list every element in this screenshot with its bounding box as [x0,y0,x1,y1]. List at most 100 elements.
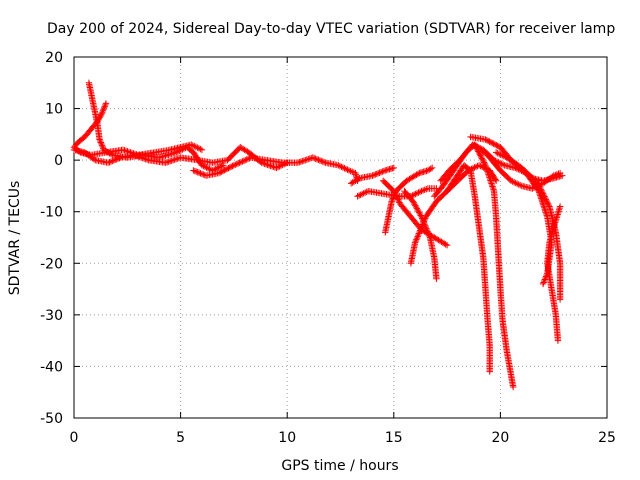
data-point [485,172,493,180]
data-point [492,177,500,184]
data-point [426,232,433,240]
data-point [483,137,491,144]
x-tick-label: 5 [176,430,185,446]
data-point [162,159,169,166]
series-arc-17 [492,149,555,288]
data-point [195,169,203,176]
data-point [225,164,232,172]
data-point [442,241,449,248]
data-point [203,164,210,171]
data-point [230,162,238,169]
data-point [411,239,419,246]
data-point [234,160,242,167]
data-point [411,201,418,208]
y-tick-label: -10 [40,205,63,221]
data-point [215,169,223,177]
series-arc-4 [190,154,361,184]
data-point [361,189,369,196]
data-point [412,190,419,198]
data-point [471,164,478,171]
data-point [550,172,557,179]
data-point [539,198,546,205]
data-point [421,215,429,222]
data-point [347,167,354,175]
data-point [97,139,105,146]
data-point [102,100,110,107]
data-point [349,168,356,175]
data-point [218,168,225,175]
data-point [486,368,493,375]
data-point [373,170,380,178]
data-point [538,195,545,202]
data-point [300,157,308,164]
data-point [542,196,550,203]
data-point [390,164,397,172]
data-point [425,229,432,237]
data-point [376,169,383,176]
data-point [499,161,507,168]
data-point [220,162,227,169]
data-point [296,159,303,166]
data-point [136,153,143,161]
series-arc-13 [443,162,493,375]
data-point [188,141,195,148]
y-tick-label: -30 [40,308,63,324]
grid-lines [74,57,607,418]
data-point [478,153,485,161]
data-point [198,170,206,178]
data-point [426,166,433,173]
data-point [360,190,367,197]
data-point [415,230,423,237]
data-point [433,275,440,282]
data-point [338,163,345,170]
data-point [484,169,492,177]
data-point [416,228,423,236]
data-point [143,156,151,163]
data-point [391,190,398,198]
data-point [420,218,428,225]
series-arc-3 [70,144,291,172]
data-point [305,155,312,163]
data-point [481,160,488,168]
data-point [544,199,551,206]
data-point [512,179,519,187]
data-point [537,193,544,201]
data-point [227,163,235,170]
data-point [380,167,388,175]
data-point [299,157,306,165]
data-point [390,193,397,201]
data-point [428,164,436,172]
data-point [515,181,522,188]
data-point [556,296,564,303]
data-point [487,178,495,186]
data-point [536,189,543,196]
data-point [543,212,551,219]
series-arc-10 [407,162,500,267]
data-point [394,196,402,203]
data-point [198,162,206,169]
y-tick-label: 20 [45,50,63,66]
data-point [417,225,424,233]
data-point [142,155,149,163]
data-point [191,167,199,175]
data-point [355,175,362,183]
data-point [229,162,236,170]
data-point [193,168,200,175]
data-point [302,156,309,164]
data-point [297,158,305,165]
data-point [482,162,489,169]
data-point [372,171,379,178]
x-axis-label: GPS time / hours [281,458,398,474]
data-point [216,163,224,170]
series-arc-5 [347,164,397,187]
data-point [495,150,503,158]
data-point [509,383,517,391]
series-arc-9 [401,187,440,282]
data-point [315,156,322,164]
data-point [139,154,146,162]
data-point [484,168,491,175]
data-point [131,152,139,159]
data-point [319,158,326,165]
data-point [357,191,364,198]
data-point [197,170,204,177]
